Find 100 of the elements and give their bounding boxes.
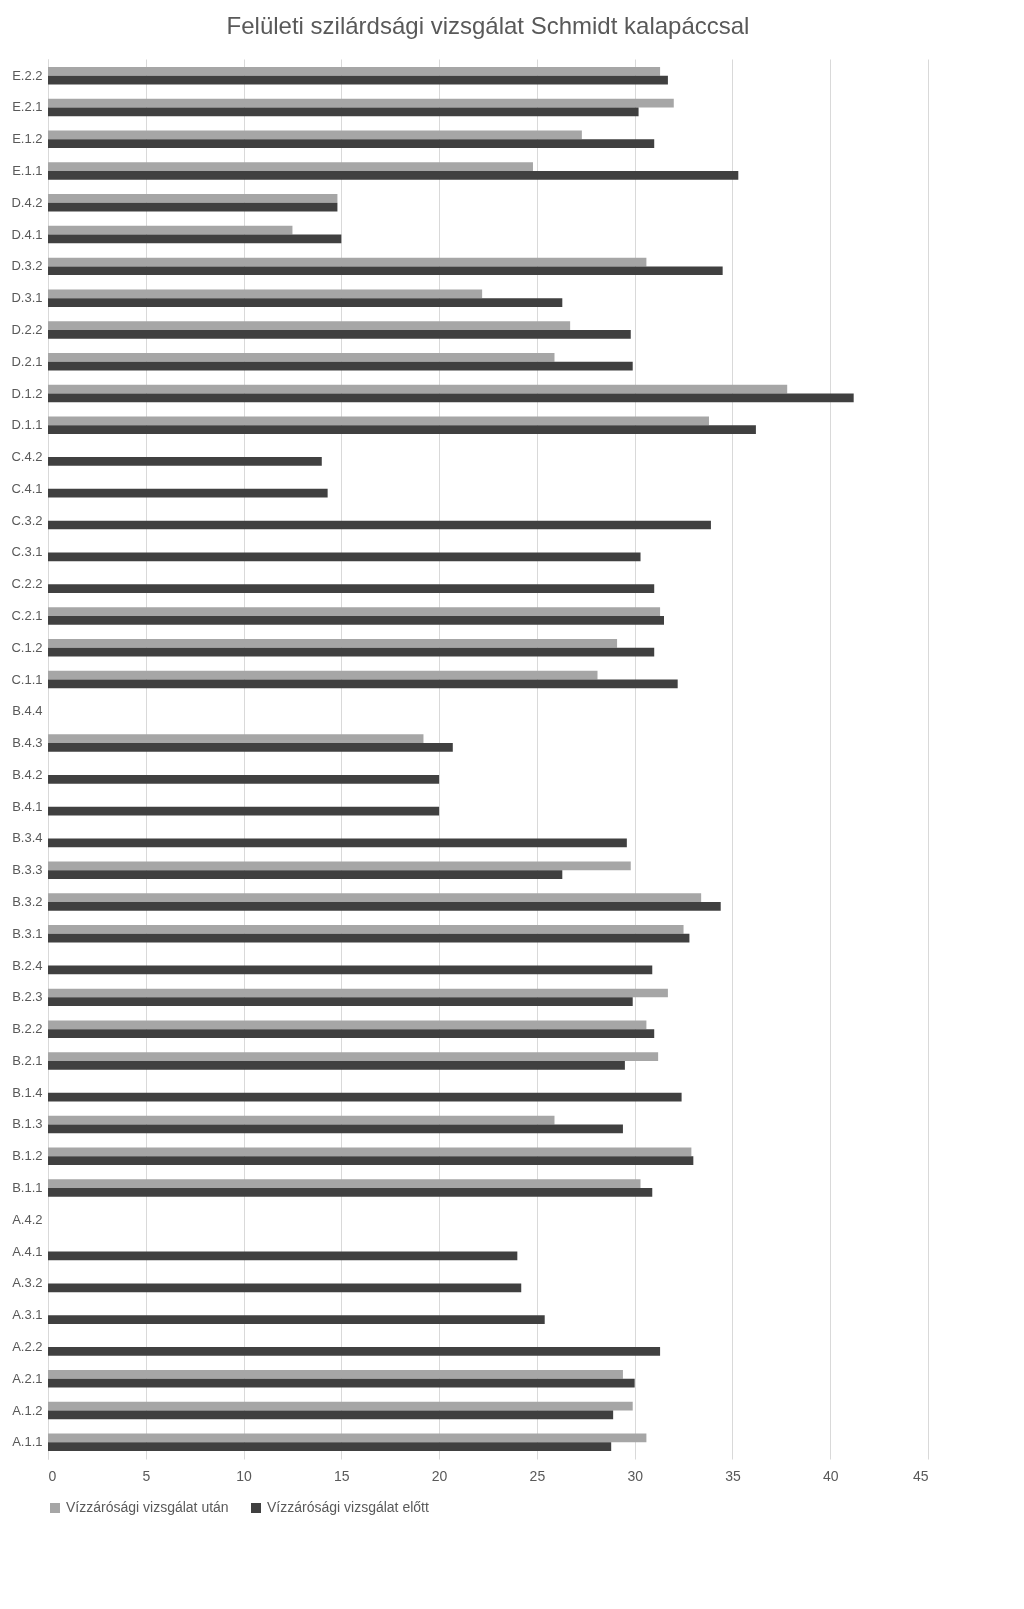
y-tick-label: A.2.2: [12, 1338, 43, 1354]
y-tick-label: D.4.1: [11, 226, 43, 242]
bar: [48, 139, 655, 148]
bar: [48, 870, 563, 879]
bar: [48, 75, 668, 85]
bar: [48, 1442, 612, 1452]
bar: [48, 457, 322, 466]
bar: [48, 162, 533, 172]
bar: [48, 1378, 635, 1388]
bar: [48, 234, 342, 244]
y-tick-label: C.1.1: [11, 671, 43, 687]
bar: [48, 393, 854, 403]
y-tick-label: D.2.2: [11, 321, 43, 337]
bar: [48, 202, 338, 212]
y-tick-label: C.4.2: [11, 449, 43, 465]
bar: [48, 321, 571, 330]
y-tick-label: B.4.4: [12, 703, 43, 719]
y-tick-label: E.1.2: [12, 131, 43, 147]
x-tick-label: 35: [725, 1467, 741, 1484]
y-tick-label: D.2.1: [11, 353, 43, 369]
bar: [48, 552, 641, 562]
x-tick-label: 5: [142, 1467, 151, 1484]
bar: [48, 1370, 623, 1379]
bar: [48, 520, 711, 530]
x-tick-label: 10: [236, 1467, 253, 1484]
bar: [48, 1433, 647, 1443]
y-tick-label: A.1.1: [12, 1434, 43, 1450]
bar: [48, 743, 453, 752]
y-tick-label: D.1.1: [11, 417, 43, 433]
bar: [48, 1020, 647, 1030]
bar: [48, 1147, 692, 1157]
bar: [48, 194, 338, 203]
bar: [48, 130, 582, 140]
bar: [48, 98, 674, 108]
bar: [48, 384, 788, 394]
bar: [48, 615, 664, 625]
bar: [48, 607, 661, 616]
bar: [48, 171, 739, 180]
y-tick-label: B.1.3: [12, 1116, 43, 1132]
bar: [48, 584, 655, 593]
y-tick-label: B.2.3: [12, 989, 43, 1005]
y-tick-label: E.1.1: [12, 163, 43, 179]
bar: [48, 988, 668, 998]
bar: [48, 806, 440, 816]
y-tick-label: D.4.2: [11, 194, 43, 210]
bar: [48, 861, 631, 871]
bar: [48, 352, 555, 362]
bar: [48, 289, 483, 299]
y-tick-label: B.2.1: [12, 1052, 43, 1068]
bar: [48, 838, 627, 848]
bar: [48, 1401, 633, 1411]
y-tick-label: A.4.1: [12, 1243, 43, 1259]
bar: [48, 1052, 659, 1061]
bar: [48, 1124, 623, 1134]
bar: [48, 225, 293, 235]
x-tick-label: 0: [48, 1467, 57, 1484]
bar: [48, 965, 653, 975]
y-tick-label: B.3.1: [12, 925, 43, 941]
bar: [48, 66, 661, 76]
y-tick-label: B.2.2: [12, 1021, 43, 1037]
bar: [48, 893, 702, 903]
bar: [48, 488, 328, 498]
x-tick-label: 25: [529, 1467, 546, 1484]
bar: [48, 1029, 655, 1038]
y-tick-label: B.4.2: [12, 766, 43, 782]
x-tick-label: 30: [627, 1467, 644, 1484]
bar: [48, 1156, 694, 1166]
bar: [48, 1179, 641, 1189]
y-tick-label: A.4.2: [12, 1211, 43, 1227]
y-tick-label: B.3.4: [12, 830, 43, 846]
x-tick-label: 15: [334, 1467, 350, 1484]
bar: [48, 1188, 653, 1197]
bar: [48, 997, 633, 1007]
y-tick-label: B.4.1: [12, 798, 43, 814]
y-tick-label: B.1.2: [12, 1148, 43, 1164]
legend-label: Vízzárósági vizsgálat után: [66, 1499, 229, 1515]
bar: [48, 902, 721, 911]
bar: [48, 647, 655, 657]
bar: [48, 425, 756, 435]
y-tick-label: A.3.1: [12, 1307, 43, 1323]
bar: [48, 774, 440, 784]
y-tick-label: B.1.1: [12, 1180, 43, 1196]
y-tick-label: B.3.3: [12, 862, 43, 878]
y-tick-label: C.4.1: [11, 480, 43, 496]
bar: [48, 1346, 661, 1356]
y-tick-label: B.2.4: [12, 957, 43, 973]
y-tick-label: E.2.1: [12, 99, 43, 115]
y-tick-label: C.1.2: [11, 639, 43, 655]
y-tick-label: B.3.2: [12, 894, 43, 910]
bar: [48, 257, 647, 267]
bar: [48, 1410, 614, 1420]
bar: [48, 1283, 522, 1293]
x-tick-label: 20: [431, 1467, 448, 1484]
y-tick-label: C.2.2: [11, 576, 43, 592]
bar: [48, 1092, 682, 1102]
y-tick-label: D.1.2: [11, 385, 43, 401]
chart-title: Felületi szilárdsági vizsgálat Schmidt kalapáccsal: [226, 12, 750, 39]
bar: [48, 1060, 625, 1070]
y-tick-label: A.2.1: [12, 1370, 43, 1386]
y-tick-label: B.4.3: [12, 735, 43, 751]
